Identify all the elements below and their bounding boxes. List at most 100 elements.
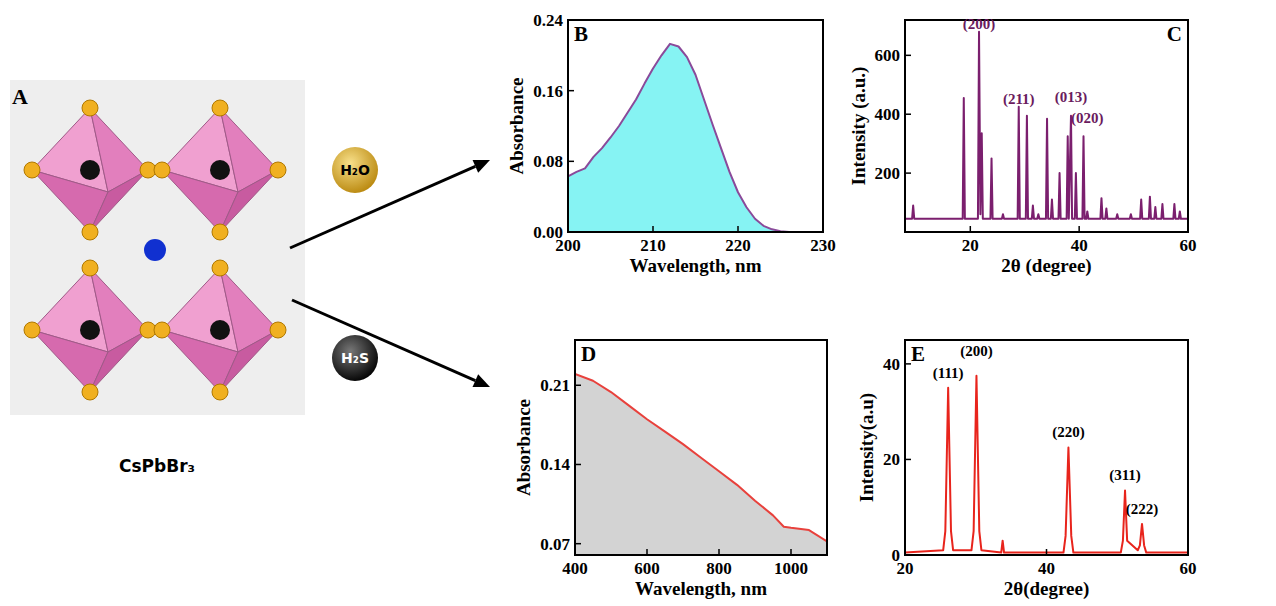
octahedron-face bbox=[90, 170, 148, 232]
lead-atom bbox=[80, 320, 100, 340]
reagent-ball bbox=[332, 147, 378, 193]
y-tick bbox=[905, 554, 911, 556]
x-tick-label: 600 bbox=[634, 559, 660, 578]
lead-atom bbox=[210, 160, 230, 180]
plot-area bbox=[905, 32, 1188, 219]
y-tick-label: 20 bbox=[883, 450, 900, 469]
peak-label: (020) bbox=[1071, 110, 1104, 127]
data-line bbox=[575, 374, 827, 541]
plot-area bbox=[575, 374, 827, 555]
x-tick bbox=[904, 549, 906, 555]
y-tick-label: 200 bbox=[875, 164, 901, 183]
reagent-ball bbox=[332, 335, 378, 381]
arrow-head bbox=[473, 160, 490, 173]
plot-frame bbox=[568, 20, 823, 232]
panel-letter: E bbox=[911, 342, 925, 366]
peak-label: (222) bbox=[1126, 501, 1159, 518]
reagent-label: H₂S bbox=[341, 350, 369, 366]
plot-frame bbox=[905, 340, 1188, 555]
octahedron-face bbox=[90, 330, 148, 392]
x-tick bbox=[646, 549, 648, 555]
x-tick bbox=[652, 226, 654, 232]
x-tick bbox=[737, 226, 739, 232]
diagram: A CsPbBr₃ H₂O H₂S bbox=[10, 80, 490, 476]
bromine-atom bbox=[212, 224, 228, 240]
x-tick-label: 60 bbox=[1180, 236, 1197, 255]
x-tick bbox=[790, 549, 792, 555]
y-axis-title: Intensity (a.u.) bbox=[848, 67, 870, 186]
bromine-atom bbox=[270, 322, 286, 338]
crystal-background bbox=[10, 80, 305, 415]
y-tick bbox=[905, 113, 911, 115]
panel-letter: B bbox=[574, 22, 588, 46]
bromine-atom bbox=[82, 260, 98, 276]
chart: 204060020402θ(degree)Intensity(a.u)E(111… bbox=[856, 340, 1197, 600]
y-tick-label: 0.14 bbox=[540, 455, 570, 474]
x-tick-label: 220 bbox=[725, 236, 751, 255]
caption: CsPbBr₃ bbox=[119, 456, 195, 476]
peak-label: (013) bbox=[1055, 89, 1088, 106]
peak-label: (220) bbox=[1052, 424, 1085, 441]
arrow-line bbox=[290, 166, 475, 248]
x-tick-label: 1000 bbox=[774, 559, 808, 578]
y-tick bbox=[568, 231, 574, 233]
x-tick bbox=[970, 226, 972, 232]
bromine-atom bbox=[24, 322, 40, 338]
x-tick-label: 40 bbox=[1071, 236, 1088, 255]
bromine-atom bbox=[270, 162, 286, 178]
x-tick bbox=[1187, 549, 1189, 555]
x-tick-label: 400 bbox=[562, 559, 588, 578]
y-tick-label: 600 bbox=[875, 46, 901, 65]
reagent-label: H₂O bbox=[340, 162, 370, 178]
lead-atom bbox=[80, 160, 100, 180]
y-tick bbox=[575, 543, 581, 545]
x-tick bbox=[567, 226, 569, 232]
x-tick-label: 40 bbox=[1038, 559, 1055, 578]
bromine-atom bbox=[82, 100, 98, 116]
y-tick-label: 40 bbox=[883, 355, 900, 374]
bromine-atom bbox=[154, 322, 170, 338]
y-tick-label: 0.08 bbox=[533, 152, 563, 171]
peak-label: (200) bbox=[960, 343, 993, 360]
cesium-atom bbox=[144, 239, 166, 261]
y-tick-label: 0.21 bbox=[540, 376, 570, 395]
y-axis-title: Absorbance bbox=[513, 399, 534, 496]
bromine-atom bbox=[212, 384, 228, 400]
plot-frame bbox=[905, 20, 1188, 232]
bromine-atom bbox=[82, 224, 98, 240]
arrow-head bbox=[473, 374, 490, 387]
peak-label: (311) bbox=[1109, 467, 1141, 484]
y-tick-label: 0.24 bbox=[533, 11, 563, 30]
x-tick-label: 230 bbox=[810, 236, 836, 255]
y-tick-label: 400 bbox=[875, 105, 901, 124]
area-fill bbox=[568, 44, 823, 232]
y-tick bbox=[905, 172, 911, 174]
x-tick-label: 210 bbox=[640, 236, 666, 255]
y-tick-label: 0 bbox=[892, 546, 901, 565]
x-tick bbox=[1078, 226, 1080, 232]
y-axis-title: Absorbance bbox=[506, 77, 527, 174]
x-tick-label: 800 bbox=[706, 559, 732, 578]
x-tick bbox=[1046, 549, 1048, 555]
x-axis-title: 2θ (degree) bbox=[1001, 255, 1091, 277]
y-tick bbox=[905, 459, 911, 461]
data-line bbox=[905, 32, 1188, 219]
x-tick bbox=[1187, 226, 1189, 232]
x-axis-title: Wavelength, nm bbox=[630, 255, 762, 276]
bromine-atom bbox=[212, 100, 228, 116]
x-tick bbox=[822, 226, 824, 232]
y-tick-label: 0.07 bbox=[540, 535, 570, 554]
octahedron-face bbox=[220, 170, 278, 232]
x-tick-label: 20 bbox=[962, 236, 979, 255]
y-tick bbox=[905, 55, 911, 57]
y-axis-title: Intensity(a.u) bbox=[856, 393, 878, 502]
bromine-atom bbox=[154, 162, 170, 178]
x-tick-label: 60 bbox=[1180, 559, 1197, 578]
arrow-line bbox=[292, 300, 475, 381]
panel-letter: A bbox=[12, 84, 28, 109]
y-tick-label: 0.16 bbox=[533, 82, 563, 101]
data-line bbox=[905, 376, 1188, 553]
chart: 20 40 60 200 400 600 2θ (degree) Intensity (a.u… bbox=[848, 16, 1197, 277]
y-tick bbox=[575, 464, 581, 466]
y-tick-label: 0.00 bbox=[533, 223, 563, 242]
